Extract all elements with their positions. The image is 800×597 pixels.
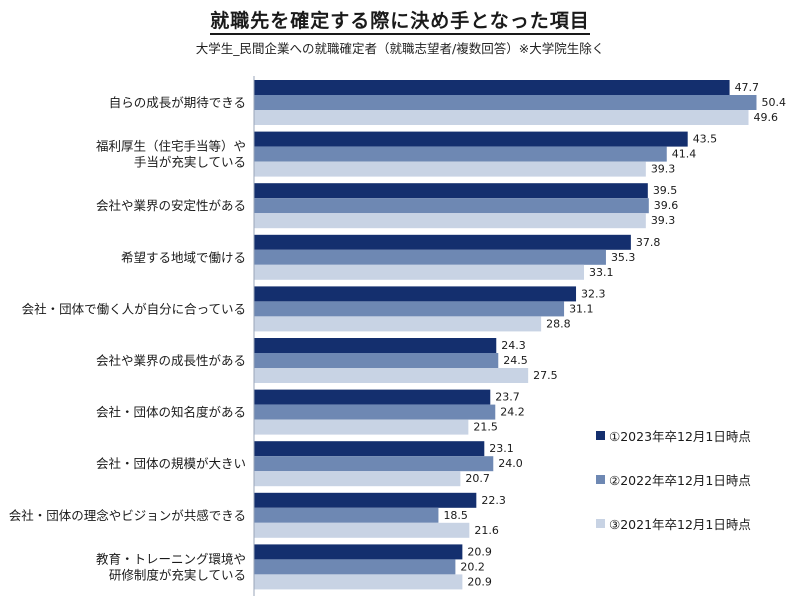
data-label: 33.1 [589, 266, 614, 279]
bar [254, 316, 542, 332]
category-label: 会社・団体の知名度がある [96, 405, 246, 420]
data-label: 28.8 [546, 317, 571, 330]
bar [254, 456, 494, 472]
data-label: 27.5 [533, 369, 558, 382]
bar [254, 183, 648, 199]
data-label: 23.7 [495, 391, 520, 404]
bar [254, 338, 497, 353]
data-label: 23.1 [489, 442, 514, 455]
data-label: 24.0 [498, 457, 523, 470]
bar [254, 213, 646, 229]
bar [254, 404, 496, 420]
data-label: 18.5 [443, 509, 468, 522]
bar [254, 389, 491, 405]
category-label: 会社や業界の成長性がある [96, 353, 246, 368]
data-label: 21.5 [473, 421, 498, 434]
bar [254, 559, 456, 575]
data-label: 24.2 [500, 406, 525, 419]
data-label: 41.4 [672, 148, 697, 161]
legend-label: ③2021年卒12月1日時点 [609, 516, 751, 532]
chart-title: 就職先を確定する際に決め手となった項目 [0, 6, 800, 35]
bar [254, 161, 646, 177]
data-label: 47.7 [735, 81, 760, 94]
bar [254, 249, 606, 265]
bar [254, 146, 667, 162]
category-label: 自らの成長が期待できる [109, 95, 246, 110]
data-label: 39.6 [654, 199, 679, 212]
bar [254, 301, 565, 317]
bar [254, 368, 529, 383]
data-label: 39.5 [653, 184, 678, 197]
bar [254, 264, 585, 280]
bar [254, 574, 463, 590]
bar [254, 353, 499, 368]
data-label: 21.6 [474, 524, 499, 537]
bar [254, 544, 463, 560]
data-label: 20.9 [467, 575, 492, 588]
legend-item: ③2021年卒12月1日時点 [596, 514, 751, 532]
data-label: 20.9 [467, 545, 492, 558]
data-label: 24.3 [501, 339, 526, 352]
bar [254, 234, 631, 250]
category-label: 会社や業界の安定性がある [96, 198, 246, 213]
bar [254, 110, 749, 125]
data-label: 32.3 [581, 287, 606, 300]
category-label: 会社・団体の理念やビジョンが共感できる [9, 508, 246, 523]
legend-swatch [596, 474, 605, 484]
data-label: 35.3 [611, 251, 636, 264]
bar [254, 492, 477, 508]
category-label: 会社・団体の規模が大きい [96, 456, 246, 471]
bar [254, 198, 649, 214]
data-label: 39.3 [651, 214, 676, 227]
bar [254, 471, 461, 487]
data-label: 49.6 [754, 111, 779, 124]
data-label: 20.7 [465, 472, 490, 485]
legend-swatch [596, 518, 605, 528]
bar [254, 522, 470, 538]
legend-label: ②2022年卒12月1日時点 [609, 472, 751, 488]
data-label: 39.3 [651, 163, 676, 176]
data-label: 24.5 [503, 354, 528, 367]
data-label: 37.8 [636, 236, 661, 249]
category-label: 福利厚生（住宅手当等）や手当が充実している [96, 139, 246, 170]
legend-swatch [596, 430, 605, 440]
data-label: 20.2 [460, 560, 485, 573]
category-label: 会社・団体で働く人が自分に合っている [22, 301, 246, 316]
data-label: 31.1 [569, 302, 594, 315]
legend-label: ①2023年卒12月1日時点 [609, 428, 751, 444]
bar [254, 80, 730, 95]
data-label: 43.5 [693, 133, 718, 146]
bar [254, 95, 757, 110]
bar [254, 507, 439, 523]
bar [254, 441, 485, 457]
legend-item: ①2023年卒12月1日時点 [596, 426, 751, 444]
bar [254, 419, 469, 435]
legend-item: ②2022年卒12月1日時点 [596, 470, 751, 488]
bar [254, 131, 688, 147]
bar [254, 286, 577, 302]
category-label: 希望する地域で働ける [121, 250, 246, 265]
chart-subtitle: 大学生_民間企業への就職確定者（就職志望者/複数回答）※大学院生除く [195, 41, 605, 56]
data-label: 50.4 [761, 96, 786, 109]
category-label: 教育・トレーニング環境や研修制度が充実している [96, 551, 246, 582]
data-label: 22.3 [481, 494, 506, 507]
